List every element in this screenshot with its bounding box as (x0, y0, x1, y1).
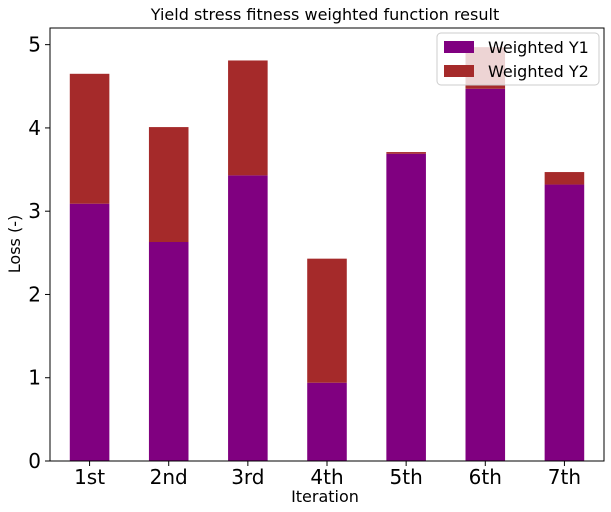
legend-label: Weighted Y2 (488, 62, 589, 81)
axes: 0 1 2 3 4 5 1st 2nd 3rd 4th 5th 6th 7th (28, 27, 605, 489)
plot-area (69, 47, 585, 462)
bar-1-4th (307, 382, 347, 461)
x-tick-label: 5th (390, 465, 423, 489)
y-tick-label: 1 (28, 366, 41, 390)
y-tick-label: 0 (28, 449, 41, 473)
x-tick-label: 4th (310, 465, 343, 489)
bar-1-3rd (228, 175, 268, 461)
x-tick-label: 7th (548, 465, 581, 489)
y-axis-label: Loss (-) (5, 215, 24, 273)
y-tick-label: 3 (28, 199, 41, 223)
bar-1-7th (544, 184, 585, 462)
x-tick-label: 3rd (231, 465, 264, 489)
y-tick-label: 2 (28, 282, 41, 306)
bar-1-2nd (148, 242, 189, 461)
bar-1-1st (69, 203, 110, 461)
legend-box (436, 32, 600, 86)
bar-2-5th (386, 152, 426, 154)
chart-title: Yield stress fitness weighted function r… (150, 5, 499, 24)
bar-2-1st (69, 73, 110, 204)
bar-1-5th (386, 153, 426, 462)
x-tick-label: 1st (74, 465, 105, 489)
legend: Weighted Y1 Weighted Y2 (436, 32, 600, 86)
bar-2-2nd (148, 127, 189, 242)
bar-1-6th (465, 88, 506, 461)
bar-2-3rd (228, 60, 268, 176)
bar-2-4th (307, 258, 347, 383)
legend-swatch (444, 65, 474, 77)
y-tick-label: 5 (28, 33, 41, 57)
bar-2-7th (544, 172, 585, 185)
x-axis-label: Iteration (291, 487, 359, 506)
legend-label: Weighted Y1 (488, 38, 589, 57)
x-tick-label: 6th (469, 465, 502, 489)
legend-swatch (444, 41, 474, 53)
x-tick-label: 2nd (150, 465, 188, 489)
y-tick-label: 4 (28, 116, 41, 140)
